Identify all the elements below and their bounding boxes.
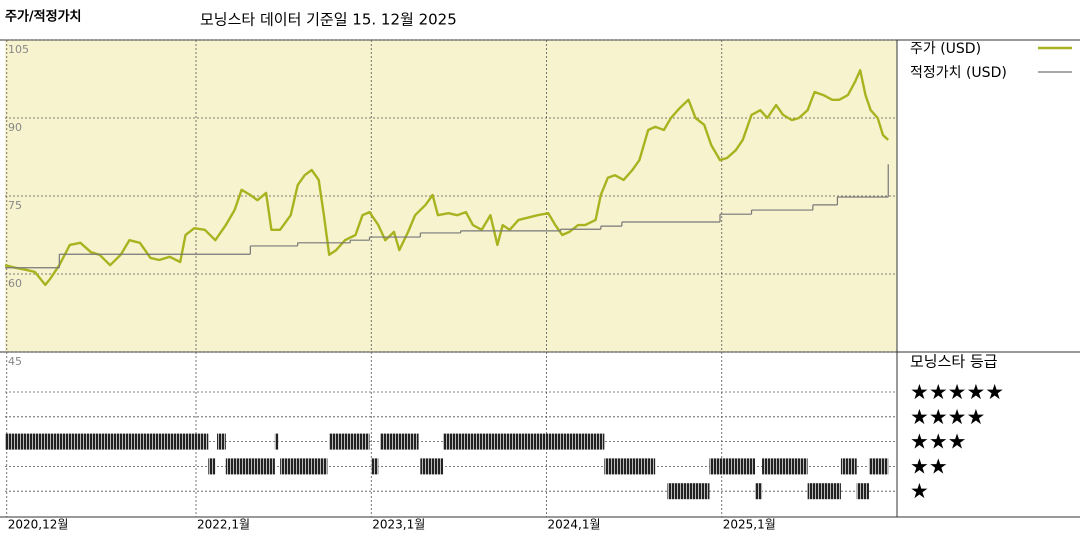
rating-bar: [420, 458, 444, 475]
y-tick-label: 45: [8, 355, 22, 368]
x-tick-label: 2022,1월: [197, 518, 250, 532]
rating-level: ★★★★★: [910, 380, 1004, 404]
y-tick-label: 60: [8, 277, 22, 290]
y-tick-label: 90: [8, 121, 22, 134]
x-tick-label: 2020,12월: [8, 518, 69, 532]
rating-bar: [208, 458, 216, 475]
rating-bar: [380, 433, 419, 450]
rating-bar: [217, 433, 226, 450]
rating-bar: [868, 458, 889, 475]
rating-bar: [280, 458, 328, 475]
y-label: 주가/적정가치: [5, 9, 82, 25]
x-tick-label: 2024,1월: [548, 518, 601, 532]
rating-bar: [709, 458, 756, 475]
legend-label: 적정가치 (USD): [910, 65, 1007, 81]
rating-bar: [856, 483, 869, 500]
rating-bar: [840, 458, 857, 475]
rating-bar: [225, 458, 275, 475]
rating-title: 모닝스타 등급: [910, 353, 998, 371]
rating-level: ★★★★: [910, 405, 985, 429]
fair-value-point: [887, 164, 889, 166]
rating-bar: [5, 433, 209, 450]
rating-bar: [762, 458, 808, 475]
rating-bar: [604, 458, 656, 475]
rating-bar: [443, 433, 605, 450]
legend-label: 주가 (USD): [910, 41, 981, 57]
rating-bar: [274, 433, 279, 450]
rating-bar: [667, 483, 710, 500]
price-line: [4, 68, 889, 287]
rating-bar: [807, 483, 841, 500]
rating-bar: [371, 458, 379, 475]
rating-bar: [755, 483, 763, 500]
y-tick-label: 75: [8, 199, 22, 212]
rating-level: ★★: [910, 454, 948, 478]
x-tick-label: 2025,1월: [723, 518, 776, 532]
rating-level: ★★★: [910, 430, 966, 454]
rating-bar: [329, 433, 370, 450]
y-tick-label: 105: [8, 43, 29, 56]
x-tick-label: 2023,1월: [372, 518, 425, 532]
rating-level: ★: [910, 479, 929, 503]
chart-title: 모닝스타 데이터 기준일 15. 12월 2025: [200, 11, 457, 29]
